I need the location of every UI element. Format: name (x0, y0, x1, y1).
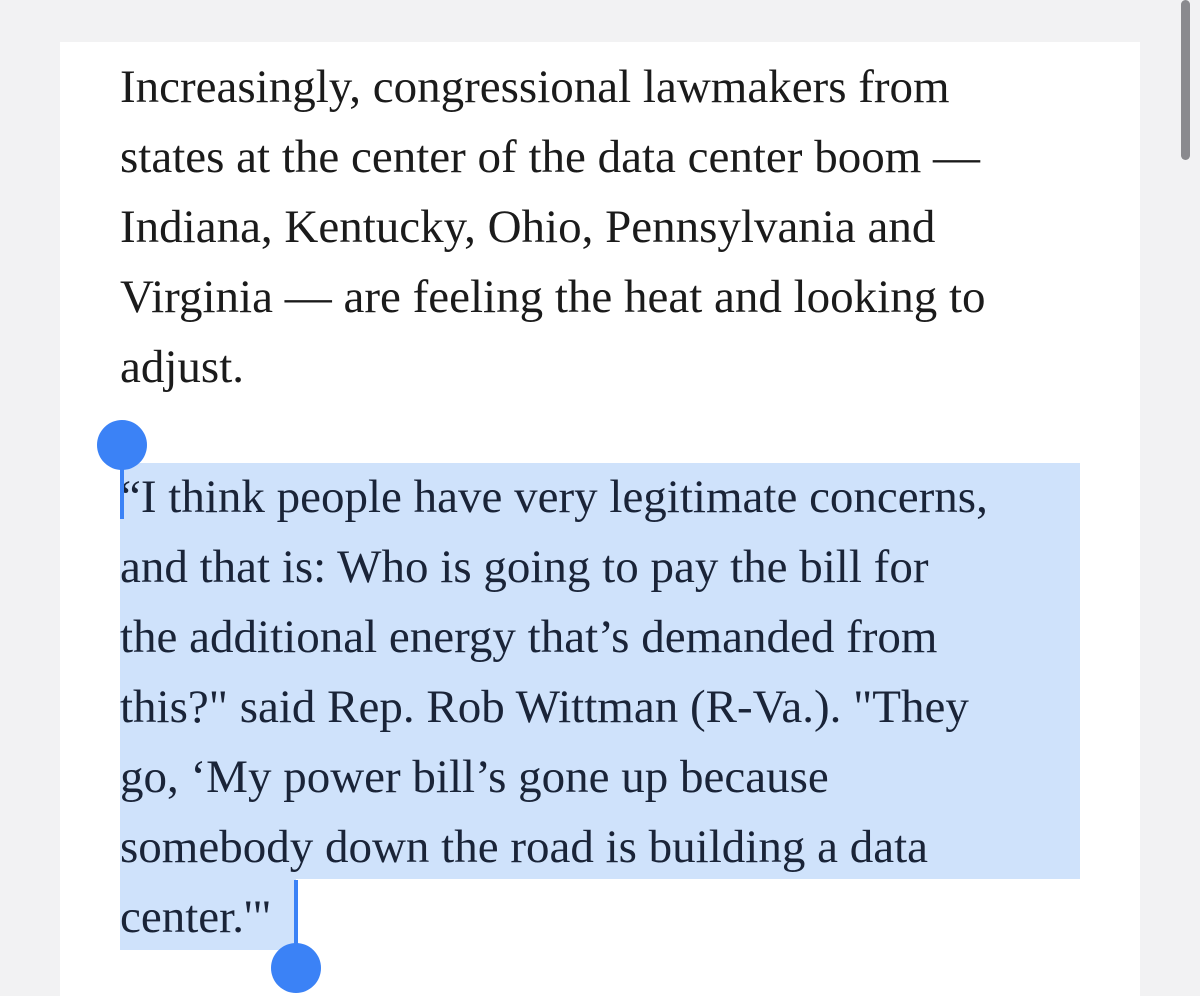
selection-end-bar[interactable] (294, 880, 298, 946)
text-line: Virginia — are feeling the heat and look… (120, 271, 986, 323)
selection-highlight (120, 463, 1080, 879)
text-line: Indiana, Kentucky, Ohio, Pennsylvania an… (120, 201, 936, 253)
selection-start-handle[interactable] (97, 420, 147, 470)
selection-start-bar[interactable] (120, 465, 124, 519)
text-line: adjust. (120, 341, 245, 393)
text-line: somebody down the road is building a dat… (120, 821, 928, 873)
text-line: the additional energy that’s demanded fr… (120, 611, 938, 663)
text-line: go, ‘My power bill’s gone up because (120, 751, 829, 803)
text-line: Increasingly, congressional lawmakers fr… (120, 61, 950, 113)
selection-highlight (120, 879, 296, 950)
selection-end-handle[interactable] (271, 943, 321, 993)
text-line: states at the center of the data center … (120, 131, 980, 183)
text-line: and that is: Who is going to pay the bil… (120, 541, 929, 593)
text-line: center.'" (120, 891, 272, 943)
text-line: “I think people have very legitimate con… (120, 471, 988, 523)
scrollbar[interactable] (1181, 0, 1190, 160)
text-line: this?" said Rep. Rob Wittman (R-Va.). "T… (120, 681, 969, 733)
